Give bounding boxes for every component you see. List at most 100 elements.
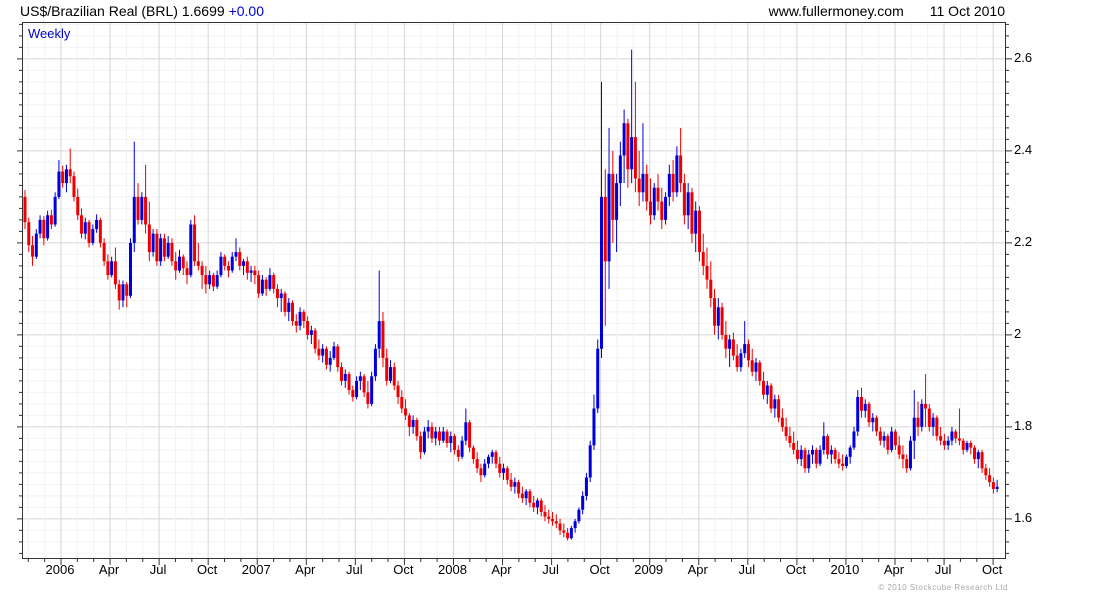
candle-body [965, 442, 969, 450]
candle-body [976, 452, 980, 460]
candle-body [867, 403, 871, 423]
candle-body [242, 261, 246, 266]
candle-body [238, 252, 242, 266]
candle-body [388, 367, 392, 381]
candle-body [257, 275, 261, 294]
candle-body [396, 385, 400, 397]
candle-body [170, 242, 174, 262]
candle-body [328, 357, 332, 365]
candle-body [584, 477, 588, 496]
candle-body [355, 380, 359, 397]
candle-body [87, 222, 91, 243]
candle-body [535, 500, 539, 508]
candle-body [177, 256, 181, 271]
candle-body [520, 493, 524, 499]
x-axis-tick-label: 2008 [438, 562, 467, 577]
candle-body [792, 442, 796, 450]
candle-body [893, 431, 897, 446]
candle-body [984, 468, 988, 476]
candle-body [728, 339, 732, 349]
candle-body [871, 417, 875, 423]
candle-body [407, 415, 411, 427]
x-axis-tick-label: Jul [738, 562, 756, 577]
candle-body [83, 222, 87, 234]
candle-body [453, 436, 457, 450]
candle-body [615, 183, 619, 220]
candle-body [306, 321, 310, 335]
candlestick-chart: Weekly [17, 22, 1012, 565]
candle-body [358, 376, 362, 381]
x-axis-tick-label: 2006 [45, 562, 75, 577]
x-axis-tick-label: Jul [346, 562, 363, 577]
x-axis-tick-label: Apr [295, 562, 316, 577]
candle-body [566, 532, 570, 539]
candle-body [656, 187, 660, 202]
y-axis-tick-label: 2.6 [1014, 49, 1033, 65]
candle-body [151, 233, 155, 253]
candle-body [72, 176, 76, 197]
candle-body [799, 449, 803, 460]
candle-body [155, 233, 159, 262]
candle-body [848, 447, 852, 457]
candle-body [882, 436, 886, 441]
candle-body [746, 344, 750, 361]
candle-body [648, 201, 652, 216]
candle-body [826, 436, 830, 455]
y-axis-tick-label: 2.2 [1014, 233, 1033, 249]
candle-body [762, 380, 766, 395]
candle-body [245, 261, 249, 273]
candle-body [162, 238, 166, 257]
x-axis-tick-label: Apr [687, 562, 708, 577]
candle-body [494, 452, 498, 464]
candle-body [437, 431, 441, 441]
candle-body [859, 396, 863, 411]
candle-body [226, 265, 230, 271]
candle-body [53, 196, 57, 225]
candle-body [196, 261, 200, 266]
candle-body [426, 426, 430, 432]
candle-body [784, 426, 788, 437]
candle-body [279, 293, 283, 299]
candle-body [803, 449, 807, 469]
candle-body [841, 463, 845, 466]
candle-body [588, 445, 592, 478]
candle-body [125, 284, 129, 296]
candle-body [603, 196, 607, 262]
candle-body [863, 403, 867, 411]
candle-body [660, 201, 664, 220]
candle-body [121, 284, 125, 301]
candle-body [193, 224, 197, 262]
candle-body [211, 275, 215, 287]
candle-body [166, 242, 170, 257]
candle-body [159, 238, 163, 262]
candle-body [675, 155, 679, 193]
candle-body [735, 355, 739, 368]
candle-body [27, 222, 31, 246]
candle-body [995, 486, 999, 489]
candle-body [98, 219, 102, 243]
chart-date: 11 Oct 2010 [929, 3, 1005, 19]
candle-body [23, 196, 27, 223]
x-axis-tick-label: 2010 [830, 562, 860, 577]
x-axis-tick-label: Apr [883, 562, 905, 577]
candle-body [920, 403, 924, 427]
candle-body [117, 284, 121, 301]
website-link[interactable]: www.fullermoney.com [768, 3, 904, 19]
x-axis-tick-label: Jul [934, 562, 952, 577]
candle-body [927, 408, 931, 427]
candle-body [641, 173, 645, 193]
candle-body [392, 367, 396, 386]
candle-body [215, 275, 219, 287]
candle-body [818, 449, 822, 464]
candle-body [483, 463, 487, 476]
candle-body [690, 192, 694, 234]
candle-body [475, 459, 479, 469]
candle-body [513, 482, 517, 487]
candle-body [272, 275, 276, 289]
candle-body [731, 339, 735, 356]
candle-body [814, 449, 818, 464]
candle-body [38, 219, 42, 234]
candle-body [434, 431, 438, 439]
candle-body [743, 344, 747, 354]
y-axis-tick-label: 2 [1014, 325, 1022, 341]
